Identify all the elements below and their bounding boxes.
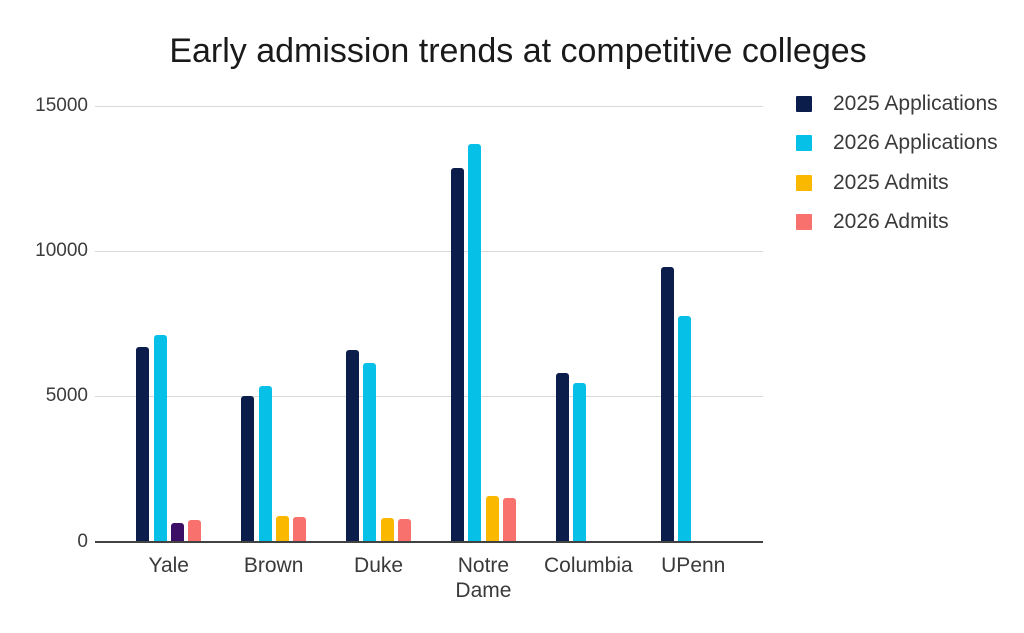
legend-swatch-2026-admits [796, 214, 812, 231]
bar-upenn-2026-applications [678, 315, 692, 542]
y-tick-label: 0 [77, 530, 88, 552]
chart-title: Early admission trends at competitive co… [169, 32, 867, 70]
bar-yale-2025-applications [136, 346, 150, 542]
bar-notre-dame-2025-admits [485, 495, 499, 542]
bar-yale-2026-applications [153, 335, 167, 542]
legend-item-2026-applications: 2026 Applications [796, 131, 998, 155]
legend-item-2025-applications: 2025 Applications [796, 92, 998, 115]
bar-notre-dame-2026-applications [468, 143, 482, 542]
legend-label: 2026 Applications [833, 131, 998, 155]
gridline-15000 [95, 105, 763, 107]
bar-duke-2026-applications [363, 362, 377, 542]
legend-label: 2026 Admits [833, 210, 949, 234]
gridline-5000 [95, 396, 763, 398]
legend-label: 2025 Applications [833, 92, 998, 115]
bar-yale-2026-admits [188, 520, 202, 542]
bar-brown-2026-applications [258, 386, 272, 542]
x-axis-label-notre-dame: Notre Dame [455, 554, 512, 602]
bar-columbia-2025-applications [555, 373, 569, 542]
x-axis-label-duke: Duke [354, 554, 404, 577]
x-axis-label-columbia: Columbia [543, 554, 633, 577]
bar-brown-2025-admits [275, 515, 289, 542]
bar-brown-2025-applications [241, 396, 255, 542]
x-axis-label-brown: Brown [243, 554, 304, 577]
bar-columbia-2026-applications [573, 383, 587, 542]
x-axis-label-yale: Yale [148, 554, 189, 577]
bar-upenn-2025-applications [660, 267, 674, 542]
y-tick-label: 5000 [45, 385, 88, 407]
y-tick-label: 15000 [35, 94, 88, 116]
x-axis-label-upenn: UPenn [661, 554, 726, 577]
bar-duke-2026-admits [398, 518, 411, 542]
gridline-10000 [95, 251, 763, 253]
y-tick-label: 10000 [35, 240, 88, 262]
legend-item-2025-admits: 2025 Admits [796, 170, 949, 194]
legend-swatch-2026-applications [796, 135, 812, 152]
legend-item-2026-admits: 2026 Admits [796, 210, 949, 234]
x-axis-line [95, 540, 763, 543]
legend-swatch-2025-admits [796, 174, 812, 191]
legend-label: 2025 Admits [833, 170, 949, 194]
bar-yale-2025-admits [170, 522, 184, 542]
bar-duke-2025-admits [380, 518, 394, 542]
bar-brown-2026-admits [293, 516, 307, 542]
legend-swatch-2025-applications [796, 96, 812, 112]
bar-duke-2025-applications [346, 349, 360, 542]
bar-notre-dame-2026-admits [502, 497, 516, 542]
bar-notre-dame-2025-applications [451, 168, 464, 542]
